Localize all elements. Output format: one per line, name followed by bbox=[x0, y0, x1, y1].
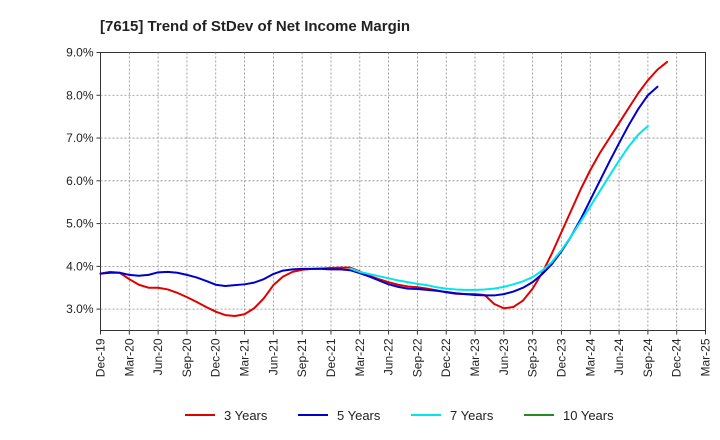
y-tick-label: 9.0% bbox=[66, 46, 94, 60]
x-tick-label: Mar-22 bbox=[353, 338, 367, 376]
series-line-7-years bbox=[349, 125, 649, 291]
grid-layer bbox=[100, 52, 706, 331]
legend-label: 5 Years bbox=[337, 408, 381, 423]
legend-label: 10 Years bbox=[563, 408, 614, 423]
x-tick-label: Jun-24 bbox=[612, 338, 626, 375]
x-tick-label: Dec-23 bbox=[554, 338, 568, 377]
x-tick-label: Jun-23 bbox=[497, 338, 511, 375]
x-tick-label: Mar-24 bbox=[583, 338, 597, 376]
x-tick-label: Sep-23 bbox=[526, 338, 540, 377]
x-tick-label: Mar-20 bbox=[122, 338, 136, 376]
y-tick-label: 7.0% bbox=[66, 131, 94, 145]
y-tick-label: 8.0% bbox=[66, 88, 94, 102]
x-tick-label: Jun-22 bbox=[382, 338, 396, 375]
axis-layer: Dec-19 Mar-20 Jun-20 Sep-20 Dec-20 Mar-21 Jun-… bbox=[66, 46, 712, 378]
series-line-3-years bbox=[99, 60, 669, 317]
x-tick-label: Dec-21 bbox=[324, 338, 338, 377]
x-tick-label: Jun-21 bbox=[266, 338, 280, 375]
plot-area bbox=[100, 52, 706, 331]
x-tick-label: Dec-24 bbox=[670, 338, 684, 377]
x-tick-label: Mar-23 bbox=[468, 338, 482, 376]
x-tick-label: Sep-22 bbox=[410, 338, 424, 377]
y-tick-label: 4.0% bbox=[66, 259, 94, 273]
legend-label: 3 Years bbox=[224, 408, 268, 423]
legend: 3 Years 5 Years 7 Years 10 Years bbox=[185, 408, 614, 423]
y-tick-label: 3.0% bbox=[66, 302, 94, 316]
x-tick-label: Sep-24 bbox=[641, 338, 655, 377]
x-tick-label: Dec-19 bbox=[94, 338, 108, 377]
x-tick-label: Mar-25 bbox=[699, 338, 713, 376]
x-tick-label: Dec-22 bbox=[439, 338, 453, 377]
x-tick-label: Sep-20 bbox=[180, 338, 194, 377]
chart-title: [7615] Trend of StDev of Net Income Marg… bbox=[100, 18, 410, 35]
x-tick-label: Sep-21 bbox=[295, 338, 309, 377]
legend-label: 7 Years bbox=[450, 408, 494, 423]
y-tick-label: 5.0% bbox=[66, 217, 94, 231]
series-layer bbox=[99, 60, 669, 317]
y-tick-label: 6.0% bbox=[66, 174, 94, 188]
x-tick-label: Mar-21 bbox=[238, 338, 252, 376]
x-tick-label: Dec-20 bbox=[209, 338, 223, 377]
x-tick-label: Jun-20 bbox=[151, 338, 165, 375]
